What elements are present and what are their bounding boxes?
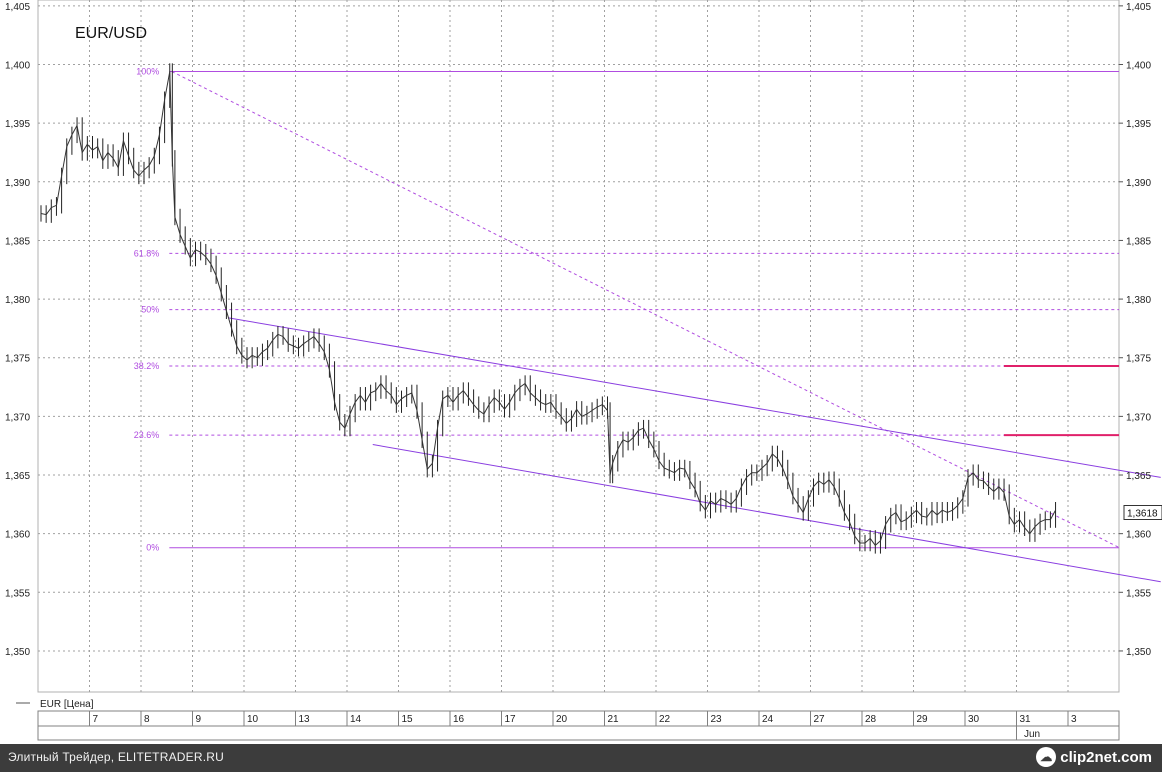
last-price-box	[1123, 505, 1162, 520]
x-tick-label: 13	[299, 714, 311, 725]
y-tick-label-right: 1,400	[1126, 61, 1151, 72]
price-series	[40, 63, 1057, 554]
fib-level-label: 100%	[136, 67, 159, 77]
y-tick-label-left: 1,355	[5, 588, 30, 599]
watermark-text: clip2net.com	[1060, 748, 1152, 766]
fibonacci-retracement: 100% 61.8% 50% 38.2% 23.6% 0%	[134, 67, 1119, 553]
y-tick-label-right: 1,365	[1126, 471, 1151, 482]
y-tick-label-left: 1,395	[5, 119, 30, 130]
x-tick-label: 31	[1020, 714, 1032, 725]
y-tick-label-left: 1,390	[5, 178, 30, 189]
x-tick-label: 27	[814, 714, 826, 725]
y-tick-label-right: 1,360	[1126, 530, 1151, 541]
x-axis-month-label: Jun	[1024, 729, 1040, 740]
fib-level-label: 38.2%	[134, 361, 160, 371]
fib-level-label: 50%	[141, 305, 159, 315]
x-tick-label: 20	[556, 714, 568, 725]
x-tick-label: 24	[762, 714, 774, 725]
fib-diagonal-line	[171, 71, 1120, 549]
x-tick-label: 17	[505, 714, 517, 725]
y-tick-label-left: 1,400	[5, 61, 30, 72]
cloud-icon: ☁	[1036, 747, 1057, 767]
x-tick-label: 14	[350, 714, 362, 725]
fib-level-label: 0%	[146, 543, 159, 553]
legend-label: EUR [Цена]	[40, 699, 94, 710]
x-tick-label: 10	[247, 714, 259, 725]
y-tick-label-left: 1,385	[5, 236, 30, 247]
trend-channel	[171, 71, 1161, 583]
y-tick-label-right: 1,350	[1126, 647, 1151, 658]
x-tick-label: 22	[659, 714, 671, 725]
x-tick-label: 23	[711, 714, 723, 725]
y-tick-label-right: 1,390	[1126, 178, 1151, 189]
watermark: ☁ clip2net.com	[1036, 747, 1152, 767]
y-axis-left: 1,405 1,400 1,395 1,390 1,385 1,380 1,375 1,370…	[5, 2, 30, 658]
y-tick-label-left: 1,370	[5, 412, 30, 423]
price-line	[40, 71, 1056, 547]
y-tick-label-left: 1,350	[5, 647, 30, 658]
last-price-tag: 1,3618	[1123, 505, 1162, 520]
x-tick-label: 21	[608, 714, 620, 725]
y-tick-label-left: 1,380	[5, 295, 30, 306]
last-price-label: 1,3618	[1127, 509, 1158, 520]
y-tick-label-right: 1,355	[1126, 588, 1151, 599]
y-tick-label-right: 1,380	[1126, 295, 1151, 306]
footer-source-text: Элитный Трейдер, ELITETRADER.RU	[8, 750, 224, 764]
x-tick-label: 29	[917, 714, 929, 725]
x-tick-label: 8	[144, 714, 150, 725]
grid	[38, 0, 1119, 692]
fib-level-label: 61.8%	[134, 248, 160, 258]
x-tick-label: 30	[968, 714, 980, 725]
y-tick-label-left: 1,365	[5, 471, 30, 482]
y-tick-label-right: 1,375	[1126, 354, 1151, 365]
y-axis-right: 1,405 1,400 1,395 1,390 1,385 1,380 1,375 1,370…	[1119, 2, 1151, 658]
channel-upper-line	[228, 317, 1161, 478]
x-tick-label: 16	[453, 714, 465, 725]
y-tick-label-right: 1,385	[1126, 236, 1151, 247]
x-axis: 7 8 9 10 13 14 15 16 17 20 21 22 23 24 27 28 29 30 31 3	[89, 711, 1077, 740]
x-tick-label: 3	[1071, 714, 1077, 725]
x-tick-label: 15	[402, 714, 414, 725]
y-tick-label-right: 1,405	[1126, 2, 1151, 13]
y-tick-label-left: 1,360	[5, 530, 30, 541]
y-tick-label-left: 1,405	[5, 2, 30, 13]
fib-level-label: 23.6%	[134, 430, 160, 440]
x-tick-label: 28	[865, 714, 877, 725]
y-tick-label-right: 1,395	[1126, 119, 1151, 130]
plot-area	[37, 0, 1120, 693]
chart-title: EUR/USD	[75, 25, 147, 42]
y-tick-label-left: 1,375	[5, 354, 30, 365]
footer-bar: Элитный Трейдер, ELITETRADER.RU ☁ clip2n…	[0, 744, 1162, 772]
x-tick-label: 7	[93, 714, 99, 725]
channel-lower-line	[372, 444, 1161, 583]
x-axis-sub-bar	[37, 725, 1120, 741]
y-tick-label-right: 1,370	[1126, 412, 1151, 423]
x-tick-label: 9	[196, 714, 202, 725]
